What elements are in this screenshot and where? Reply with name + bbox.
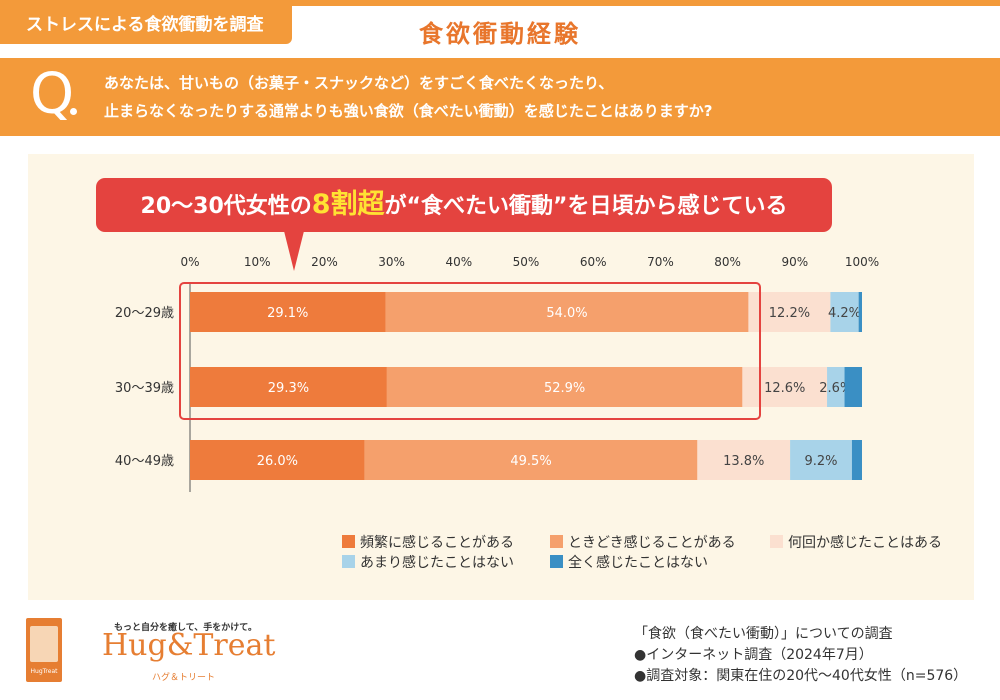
brand-name: Hug&Treat	[102, 628, 276, 663]
data-label: 52.9%	[544, 381, 585, 396]
logo-caption: HugTreat	[30, 668, 58, 675]
page-title: 食欲衝動経験	[419, 20, 581, 48]
legend-label: ときどき感じることがある	[568, 535, 736, 551]
callout-banner: 20〜30代女性の8割超が“食べたい衝動”を日頃から感じている	[96, 178, 832, 232]
hands-icon	[30, 626, 58, 662]
callout-prefix: 20〜30代女性の	[140, 194, 312, 219]
data-label: 12.2%	[769, 306, 810, 321]
bar-segment	[748, 292, 831, 332]
data-label: 26.0%	[257, 454, 298, 469]
brand-tagline: もっと自分を癒して、手をかけて。	[114, 623, 258, 633]
bar-segment	[364, 440, 698, 480]
x-tick-label: 70%	[647, 255, 674, 269]
data-label: 2.6%	[819, 381, 852, 396]
legend-swatch	[342, 555, 355, 568]
top-stripe	[0, 0, 1000, 6]
bar-segment	[190, 292, 386, 332]
category-label: 40〜49歳	[115, 454, 174, 469]
question-text-line1: あなたは、甘いもの（お菓子・スナックなど）をすごく食べたくなったり、	[104, 74, 614, 92]
chart-legend: 頻繁に感じることがある ときどき感じることがある 何回か感じたことはあるあまり感じた…	[342, 532, 962, 582]
highlight-box	[179, 282, 761, 420]
bar-segment	[742, 367, 828, 407]
brand-logo: HugTreat	[26, 618, 62, 682]
brand-kana: ハグ＆トリート	[152, 673, 216, 683]
legend-item: ときどき感じることがある	[550, 532, 736, 552]
callout-tail	[284, 231, 304, 271]
bar-segment	[830, 292, 859, 332]
data-label: 4.2%	[828, 306, 861, 321]
x-tick-label: 100%	[845, 255, 879, 269]
bar-segment	[858, 292, 862, 332]
footnote-method: ●インターネット調査（2024年7月）	[634, 647, 873, 663]
data-label: 13.8%	[723, 454, 764, 469]
x-tick-label: 60%	[580, 255, 607, 269]
bar-segment	[385, 292, 749, 332]
x-tick-label: 20%	[311, 255, 338, 269]
x-tick-label: 90%	[781, 255, 808, 269]
footnote-title: 「食欲（食べたい衝動）」についての調査	[634, 626, 893, 642]
bar-segment	[851, 440, 862, 480]
data-label: 54.0%	[546, 306, 587, 321]
x-tick-label: 10%	[244, 255, 271, 269]
legend-item: 何回か感じたことはある	[770, 532, 942, 552]
data-label: 29.3%	[268, 381, 309, 396]
x-tick-label: 40%	[445, 255, 472, 269]
bar-segment	[190, 440, 365, 480]
survey-tag: ストレスによる食欲衝動を調査	[0, 6, 292, 44]
bar-segment	[827, 367, 845, 407]
legend-item: 頻繁に感じることがある	[342, 532, 514, 552]
question-text-line2: 止まらなくなったりする通常よりも強い食欲（食べたい衝動）を感じたことはありますか…	[104, 102, 713, 120]
callout-highlight: 8割超	[311, 189, 385, 220]
bar-segment	[386, 367, 743, 407]
legend-swatch	[550, 535, 563, 548]
x-tick-label: 30%	[378, 255, 405, 269]
x-tick-label: 50%	[513, 255, 540, 269]
category-label: 20〜29歳	[115, 306, 174, 321]
legend-item: あまり感じたことはない	[342, 552, 514, 572]
bar-segment	[844, 367, 862, 407]
legend-label: あまり感じたことはない	[360, 555, 514, 571]
footnote-target: ●調査対象：関東在住の20代〜40代女性（n=576）	[634, 668, 968, 684]
legend-label: 頻繁に感じることがある	[360, 535, 514, 551]
data-label: 29.1%	[267, 306, 308, 321]
data-label: 49.5%	[510, 454, 551, 469]
category-label: 30〜39歳	[115, 381, 174, 396]
legend-item: 全く感じたことはない	[550, 552, 708, 572]
legend-label: 全く感じたことはない	[568, 555, 708, 571]
legend-swatch	[550, 555, 563, 568]
bar-segment	[697, 440, 791, 480]
bar-segment	[190, 367, 387, 407]
data-label: 9.2%	[804, 454, 837, 469]
question-dot	[70, 108, 77, 115]
bar-segment	[790, 440, 852, 480]
legend-swatch	[342, 535, 355, 548]
question-mark-icon: Q	[30, 62, 75, 127]
x-tick-label: 80%	[714, 255, 741, 269]
x-tick-label: 0%	[180, 255, 199, 269]
legend-label: 何回か感じたことはある	[788, 535, 942, 551]
question-band: Q あなたは、甘いもの（お菓子・スナックなど）をすごく食べたくなったり、 止まら…	[0, 58, 1000, 136]
callout-suffix: が“食べたい衝動”を日頃から感じている	[384, 194, 788, 219]
data-label: 12.6%	[764, 381, 805, 396]
legend-swatch	[770, 535, 783, 548]
